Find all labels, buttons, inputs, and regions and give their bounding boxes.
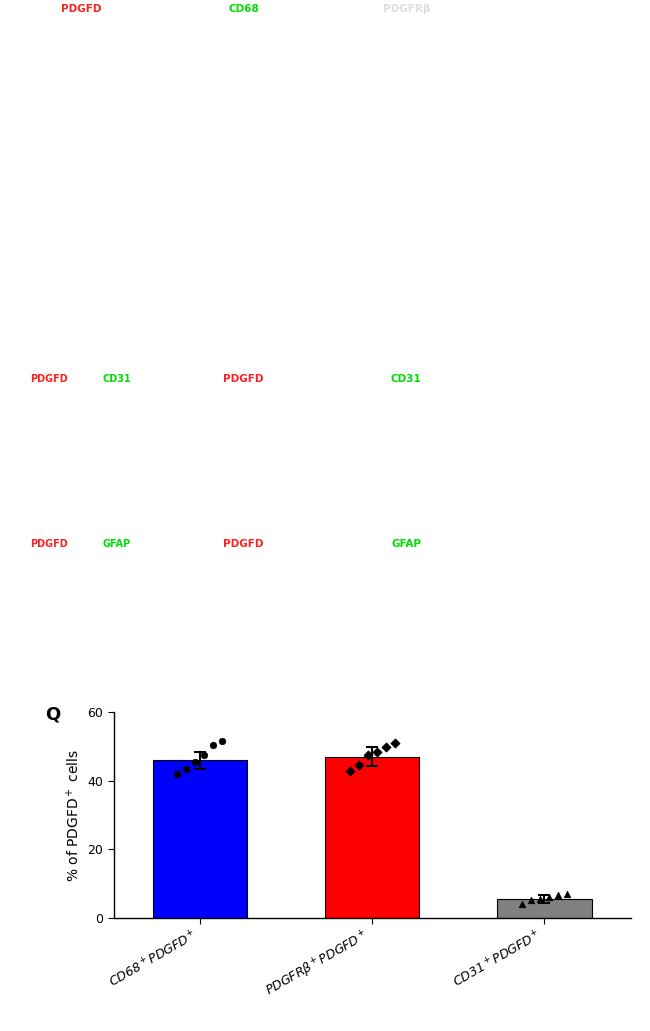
Point (552, 887, 563, 903)
Text: C: C (328, 5, 337, 19)
Text: PDGFD: PDGFD (224, 539, 264, 550)
Text: CD31: CD31 (103, 374, 131, 385)
Point (354, 757, 364, 773)
Text: Merged: Merged (547, 374, 591, 385)
Point (543, 889, 554, 905)
Text: PDGFD: PDGFD (30, 539, 68, 550)
Text: CD68: CD68 (228, 4, 259, 14)
Point (344, 762, 355, 778)
Point (172, 766, 183, 783)
Text: PDGFD: PDGFD (224, 374, 264, 385)
Text: B: B (166, 5, 176, 19)
Text: A: A (3, 5, 13, 19)
Text: CD31: CD31 (391, 374, 422, 385)
Text: P: P (491, 558, 500, 571)
Point (535, 891, 545, 907)
Point (562, 886, 572, 902)
Text: N: N (166, 558, 176, 571)
Text: I: I (3, 393, 8, 406)
Text: Q: Q (46, 705, 60, 723)
Bar (497, 899, 592, 918)
Text: M: M (3, 558, 16, 571)
Point (371, 743, 382, 760)
Point (190, 754, 201, 770)
Point (389, 735, 400, 752)
Text: K: K (328, 393, 338, 406)
Text: PDGFD: PDGFD (30, 374, 68, 385)
Bar (153, 760, 247, 918)
Text: Merged: Merged (547, 4, 591, 14)
Text: PDGFD: PDGFD (61, 4, 101, 14)
Text: H: H (491, 191, 501, 203)
Point (517, 896, 527, 912)
Text: O: O (328, 558, 339, 571)
Bar (325, 757, 419, 918)
Text: GFAP: GFAP (391, 539, 421, 550)
Text: E: E (3, 191, 12, 203)
Text: F: F (166, 191, 174, 203)
Text: G: G (328, 191, 339, 203)
Text: GFAP: GFAP (103, 539, 131, 550)
Point (363, 746, 373, 763)
Point (208, 736, 218, 753)
Point (526, 892, 536, 908)
Text: L: L (491, 393, 499, 406)
Point (217, 733, 228, 750)
Text: D: D (491, 5, 501, 19)
Y-axis label: % of PDGFD$^+$ cells: % of PDGFD$^+$ cells (64, 749, 82, 882)
Point (380, 738, 391, 755)
Point (199, 746, 209, 763)
Text: J: J (166, 393, 170, 406)
Text: Merged: Merged (547, 539, 591, 550)
Point (181, 761, 192, 777)
Text: PDGFRβ: PDGFRβ (383, 4, 430, 14)
